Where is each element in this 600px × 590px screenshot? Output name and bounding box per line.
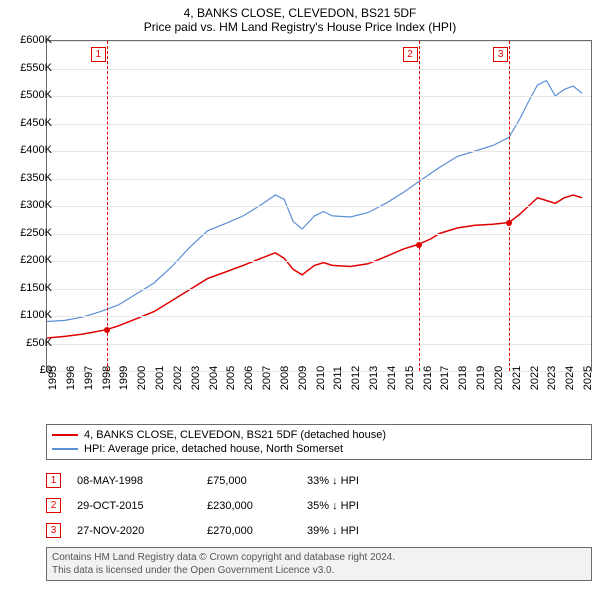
event-dot: [416, 242, 422, 248]
x-tick-label: 1998: [101, 366, 113, 390]
x-tick-label: 1999: [118, 366, 130, 390]
legend-box: 4, BANKS CLOSE, CLEVEDON, BS21 5DF (deta…: [46, 424, 592, 460]
x-tick-label: 2025: [582, 366, 594, 390]
chart-title-subtitle: Price paid vs. HM Land Registry's House …: [0, 20, 600, 34]
x-tick-label: 2003: [190, 366, 202, 390]
events-note: 39% ↓ HPI: [307, 525, 359, 537]
x-tick-label: 1995: [47, 366, 59, 390]
x-tick-label: 1997: [83, 366, 95, 390]
x-tick-label: 2011: [332, 366, 344, 390]
y-tick-label: £150K: [20, 282, 52, 294]
footer-attribution: Contains HM Land Registry data © Crown c…: [46, 547, 592, 581]
x-tick-label: 2016: [422, 366, 434, 390]
legend-row: 4, BANKS CLOSE, CLEVEDON, BS21 5DF (deta…: [52, 428, 586, 442]
events-table: 1 08-MAY-1998£75,00033% ↓ HPI 2 29-OCT-2015…: [46, 468, 592, 543]
x-tick-label: 2007: [261, 366, 273, 390]
x-tick-label: 2014: [386, 366, 398, 390]
event-marker: 3: [493, 47, 508, 62]
legend-row: HPI: Average price, detached house, Nort…: [52, 442, 586, 456]
x-tick-label: 2000: [136, 366, 148, 390]
x-tick-label: 2012: [350, 366, 362, 390]
x-tick-label: 2022: [529, 366, 541, 390]
events-marker: 3: [46, 523, 61, 538]
events-row: 2 29-OCT-2015£230,00035% ↓ HPI: [46, 493, 592, 518]
x-tick-label: 2023: [546, 366, 558, 390]
event-vline: [509, 41, 510, 371]
legend-swatch: [52, 448, 78, 450]
y-tick-label: £450K: [20, 117, 52, 129]
x-tick-label: 2002: [172, 366, 184, 390]
event-marker: 2: [403, 47, 418, 62]
event-vline: [419, 41, 420, 371]
y-tick-label: £250K: [20, 227, 52, 239]
events-note: 33% ↓ HPI: [307, 475, 359, 487]
x-tick-label: 2006: [243, 366, 255, 390]
events-date: 08-MAY-1998: [77, 475, 207, 487]
events-row: 1 08-MAY-1998£75,00033% ↓ HPI: [46, 468, 592, 493]
chart-plot-area: 1 2 3: [46, 40, 592, 372]
x-tick-label: 2005: [225, 366, 237, 390]
chart-title-address: 4, BANKS CLOSE, CLEVEDON, BS21 5DF: [0, 6, 600, 20]
y-tick-label: £400K: [20, 144, 52, 156]
x-tick-label: 2019: [475, 366, 487, 390]
y-tick-label: £500K: [20, 89, 52, 101]
y-tick-label: £550K: [20, 62, 52, 74]
events-note: 35% ↓ HPI: [307, 500, 359, 512]
x-tick-label: 2001: [154, 366, 166, 390]
events-marker: 1: [46, 473, 61, 488]
x-tick-label: 2008: [279, 366, 291, 390]
legend-swatch: [52, 434, 78, 436]
legend-label: HPI: Average price, detached house, Nort…: [84, 443, 343, 455]
footer-line-1: Contains HM Land Registry data © Crown c…: [52, 551, 586, 564]
y-tick-label: £300K: [20, 199, 52, 211]
chart-container: { "title1": "4, BANKS CLOSE, CLEVEDON, B…: [0, 0, 600, 590]
y-tick-label: £350K: [20, 172, 52, 184]
event-marker: 1: [91, 47, 106, 62]
events-date: 29-OCT-2015: [77, 500, 207, 512]
event-dot: [506, 220, 512, 226]
events-price: £230,000: [207, 500, 307, 512]
x-tick-label: 2018: [457, 366, 469, 390]
legend-label: 4, BANKS CLOSE, CLEVEDON, BS21 5DF (deta…: [84, 429, 386, 441]
x-tick-label: 2017: [439, 366, 451, 390]
events-date: 27-NOV-2020: [77, 525, 207, 537]
x-tick-label: 2004: [208, 366, 220, 390]
y-tick-label: £200K: [20, 254, 52, 266]
y-tick-label: £50K: [26, 337, 52, 349]
x-tick-label: 1996: [65, 366, 77, 390]
x-tick-label: 2013: [368, 366, 380, 390]
events-price: £75,000: [207, 475, 307, 487]
x-tick-label: 2010: [315, 366, 327, 390]
events-marker: 2: [46, 498, 61, 513]
x-tick-label: 2021: [511, 366, 523, 390]
x-tick-label: 2015: [404, 366, 416, 390]
x-tick-label: 2020: [493, 366, 505, 390]
x-tick-label: 2024: [564, 366, 576, 390]
x-tick-label: 2009: [297, 366, 309, 390]
event-dot: [104, 327, 110, 333]
y-tick-label: £100K: [20, 309, 52, 321]
y-tick-label: £600K: [20, 34, 52, 46]
event-vline: [107, 41, 108, 371]
events-price: £270,000: [207, 525, 307, 537]
events-row: 3 27-NOV-2020£270,00039% ↓ HPI: [46, 518, 592, 543]
footer-line-2: This data is licensed under the Open Gov…: [52, 564, 586, 577]
series-line: [47, 81, 582, 322]
